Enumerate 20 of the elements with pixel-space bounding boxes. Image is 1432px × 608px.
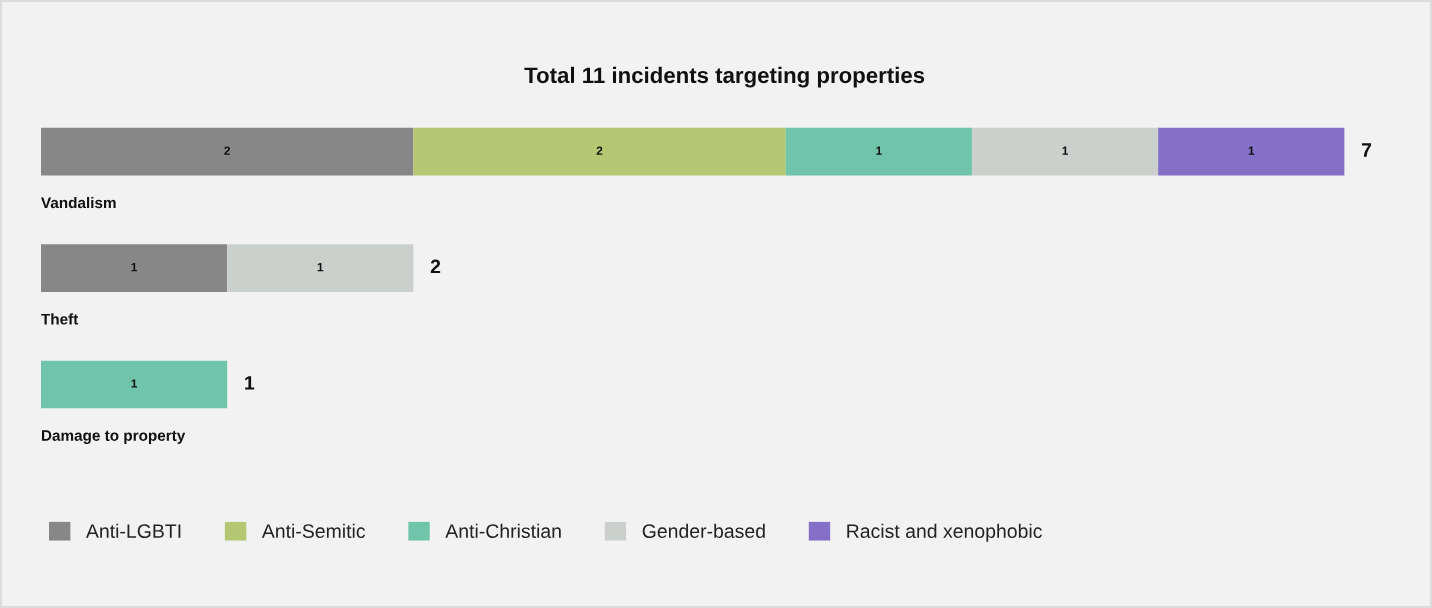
data-label: 1 bbox=[131, 263, 138, 272]
data-label: 2 bbox=[224, 146, 230, 155]
total-label: 7 bbox=[1361, 143, 1372, 157]
y-tick-label: Vandalism bbox=[41, 196, 116, 209]
legend-label: Gender-based bbox=[642, 523, 765, 539]
data-label: 1 bbox=[317, 263, 324, 272]
data-label: 1 bbox=[876, 146, 882, 155]
total-label: 1 bbox=[245, 376, 255, 390]
data-label: 1 bbox=[131, 379, 138, 388]
total-label: 2 bbox=[430, 259, 441, 274]
y-tick-label: Theft bbox=[41, 313, 79, 325]
data-label: 1 bbox=[1062, 146, 1069, 155]
data-label: 2 bbox=[596, 146, 603, 155]
legend-label: Racist and xenophobic bbox=[847, 523, 1042, 542]
legend-label: Anti-LGBTI bbox=[85, 523, 181, 539]
chart-title: Total 11 incidents targeting properties bbox=[524, 66, 925, 88]
legend-label: Anti-Semitic bbox=[261, 523, 366, 539]
legend-label: Anti-Christian bbox=[445, 523, 561, 539]
y-tick-label: Damage to property bbox=[41, 430, 186, 444]
data-label: 1 bbox=[1248, 146, 1255, 155]
